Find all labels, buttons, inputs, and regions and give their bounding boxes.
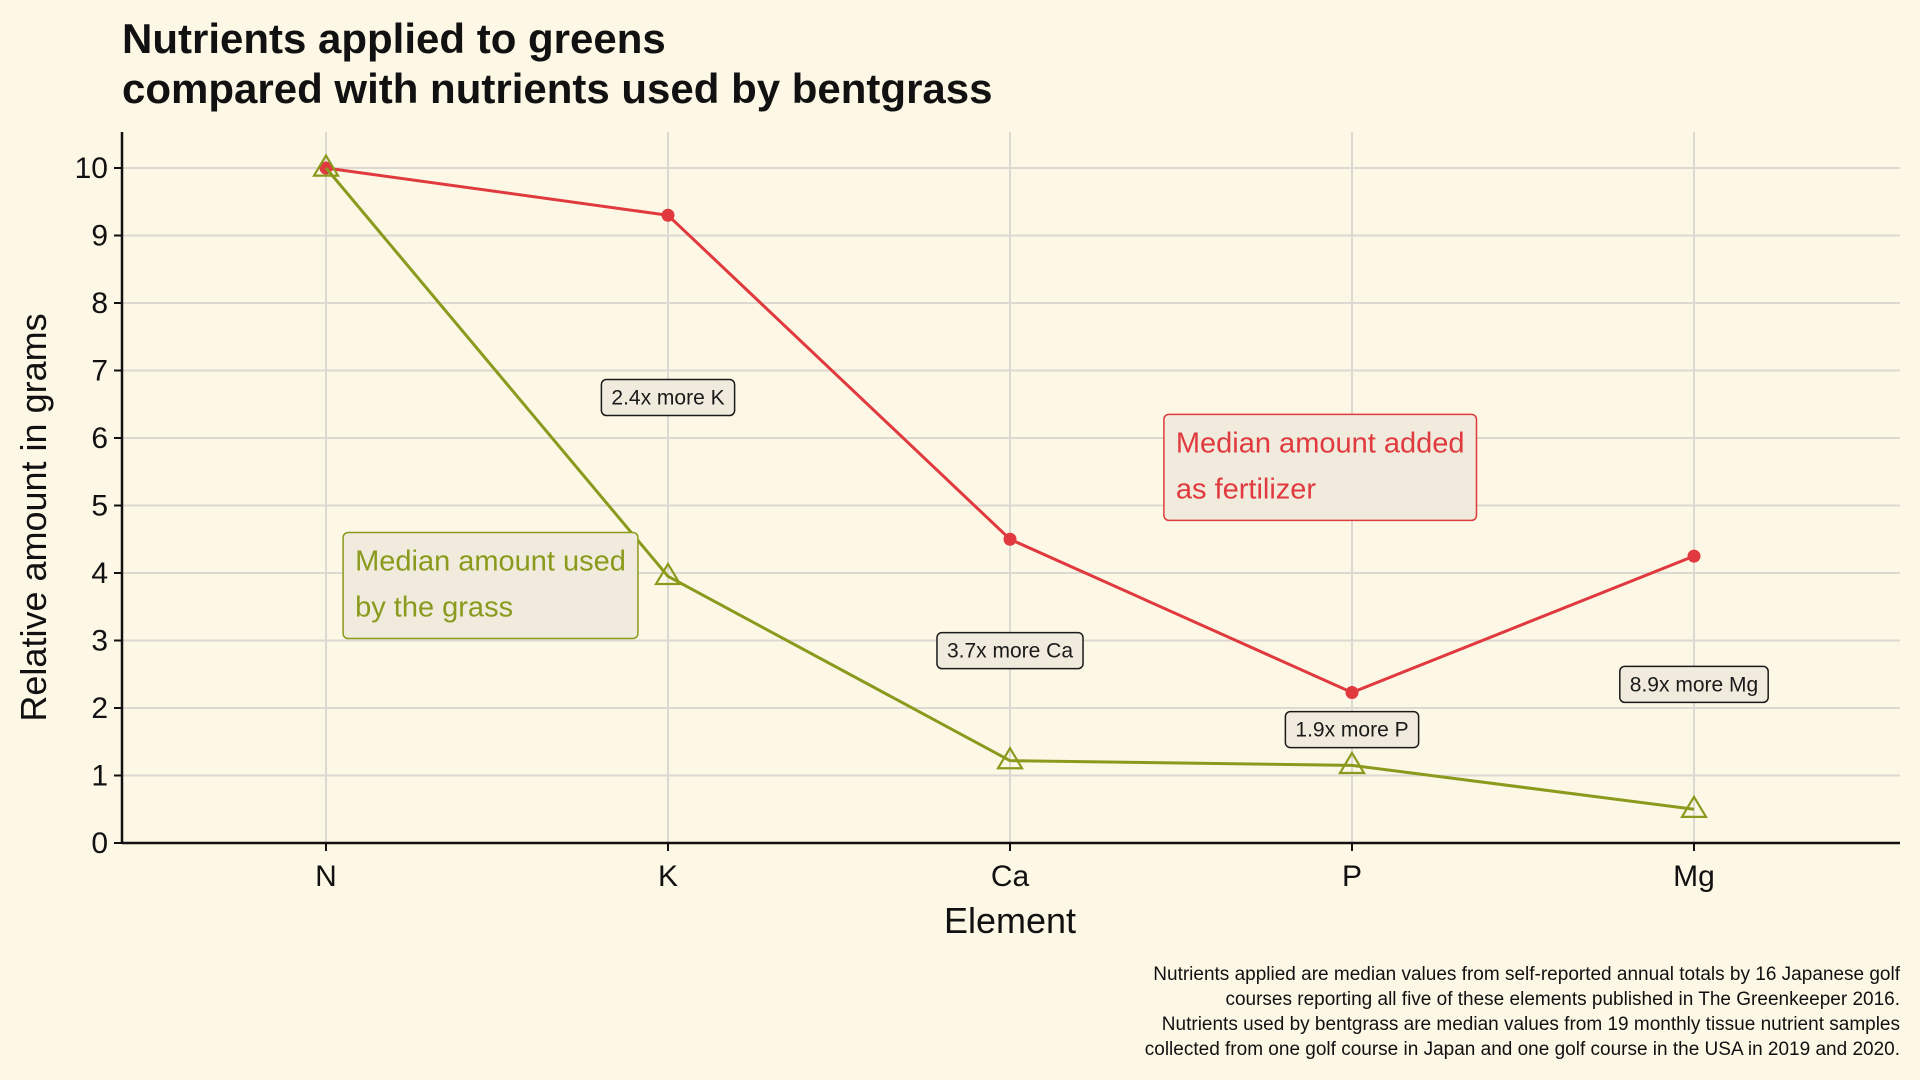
y-tick-label: 4	[91, 557, 108, 590]
x-axis-title: Element	[944, 900, 1076, 941]
y-tick-label: 9	[91, 220, 108, 253]
legend-label-fertilizer: Median amount added as fertilizer	[1163, 413, 1478, 522]
ratio-label-P: 1.9x more P	[1284, 710, 1420, 749]
ratio-label-K: 2.4x more K	[600, 378, 736, 417]
caption-line: collected from one golf course in Japan …	[1145, 1039, 1900, 1060]
x-tick-label: Ca	[991, 860, 1030, 893]
y-tick-label: 3	[91, 625, 108, 658]
point-fertilizer-Mg	[1687, 549, 1701, 563]
ratio-label-text: 1.9x more P	[1295, 719, 1408, 742]
ratio-label-box	[600, 378, 736, 417]
point-fertilizer-Ca	[1003, 532, 1017, 546]
chart-caption: Nutrients applied are median values from…	[1145, 964, 1901, 1060]
ratio-label-text: 2.4x more K	[611, 387, 724, 410]
series-line-grass	[324, 167, 1695, 811]
ratio-label-box	[1619, 665, 1769, 704]
y-tick-label: 2	[91, 692, 108, 725]
y-tick-label: 0	[91, 827, 108, 860]
annotations: 2.4x more K 3.7x more Ca 1.9x more P 8.9x m…	[342, 378, 1769, 749]
ratio-label-box	[1284, 710, 1420, 749]
legend-label-box	[342, 531, 639, 640]
legend-label-line: Median amount added	[1176, 427, 1465, 459]
legend-label-line: Median amount used	[355, 546, 626, 578]
point-grass-Mg	[1680, 794, 1708, 818]
legend-label-line: by the grass	[355, 592, 513, 624]
caption-line: courses reporting all five of these elem…	[1225, 989, 1900, 1010]
caption-line: Nutrients used by bentgrass are median v…	[1162, 1014, 1900, 1035]
caption-line: Nutrients applied are median values from…	[1153, 964, 1900, 985]
x-tick-label: K	[658, 860, 678, 893]
y-tick-label: 1	[91, 760, 108, 793]
point-fertilizer-K	[661, 208, 675, 222]
chart-title-line-2: compared with nutrients used by bentgras…	[122, 65, 993, 112]
point-grass-P	[1338, 750, 1366, 775]
x-tick-label: N	[315, 860, 337, 893]
ratio-label-text: 8.9x more Mg	[1630, 673, 1758, 696]
point-fertilizer-P	[1345, 685, 1359, 699]
chart-title: Nutrients applied to greens compared wit…	[122, 15, 993, 112]
y-tick-label: 6	[91, 422, 108, 455]
point-grass-Ca	[996, 746, 1024, 770]
chart-title-line-1: Nutrients applied to greens	[122, 15, 666, 62]
data-series	[312, 153, 1708, 818]
axes: 0 1 2 3 4 5 6 7 8 9 10 N K Ca P Mg Element Relative amoun…	[13, 132, 1900, 941]
y-axis-title: Relative amount in grams	[13, 313, 54, 721]
x-tick-label: P	[1342, 860, 1362, 893]
y-tick-label: 8	[91, 287, 108, 320]
y-tick-label: 7	[91, 355, 108, 388]
ratio-label-text: 3.7x more Ca	[947, 640, 1073, 663]
point-grass-K	[654, 561, 682, 586]
y-tick-label: 10	[75, 152, 108, 185]
grid-lines	[122, 132, 1900, 844]
point-grass-N	[312, 153, 340, 177]
series-grass	[312, 153, 1708, 818]
y-tick-label: 5	[91, 490, 108, 523]
x-tick-label: Mg	[1673, 860, 1715, 893]
ratio-label-box	[936, 631, 1084, 670]
legend-label-box	[1163, 413, 1478, 522]
ratio-label-Ca: 3.7x more Ca	[936, 631, 1084, 670]
legend-label-line: as fertilizer	[1176, 473, 1317, 505]
ratio-label-Mg: 8.9x more Mg	[1619, 665, 1769, 704]
legend-label-grass: Median amount used by the grass	[342, 531, 639, 640]
